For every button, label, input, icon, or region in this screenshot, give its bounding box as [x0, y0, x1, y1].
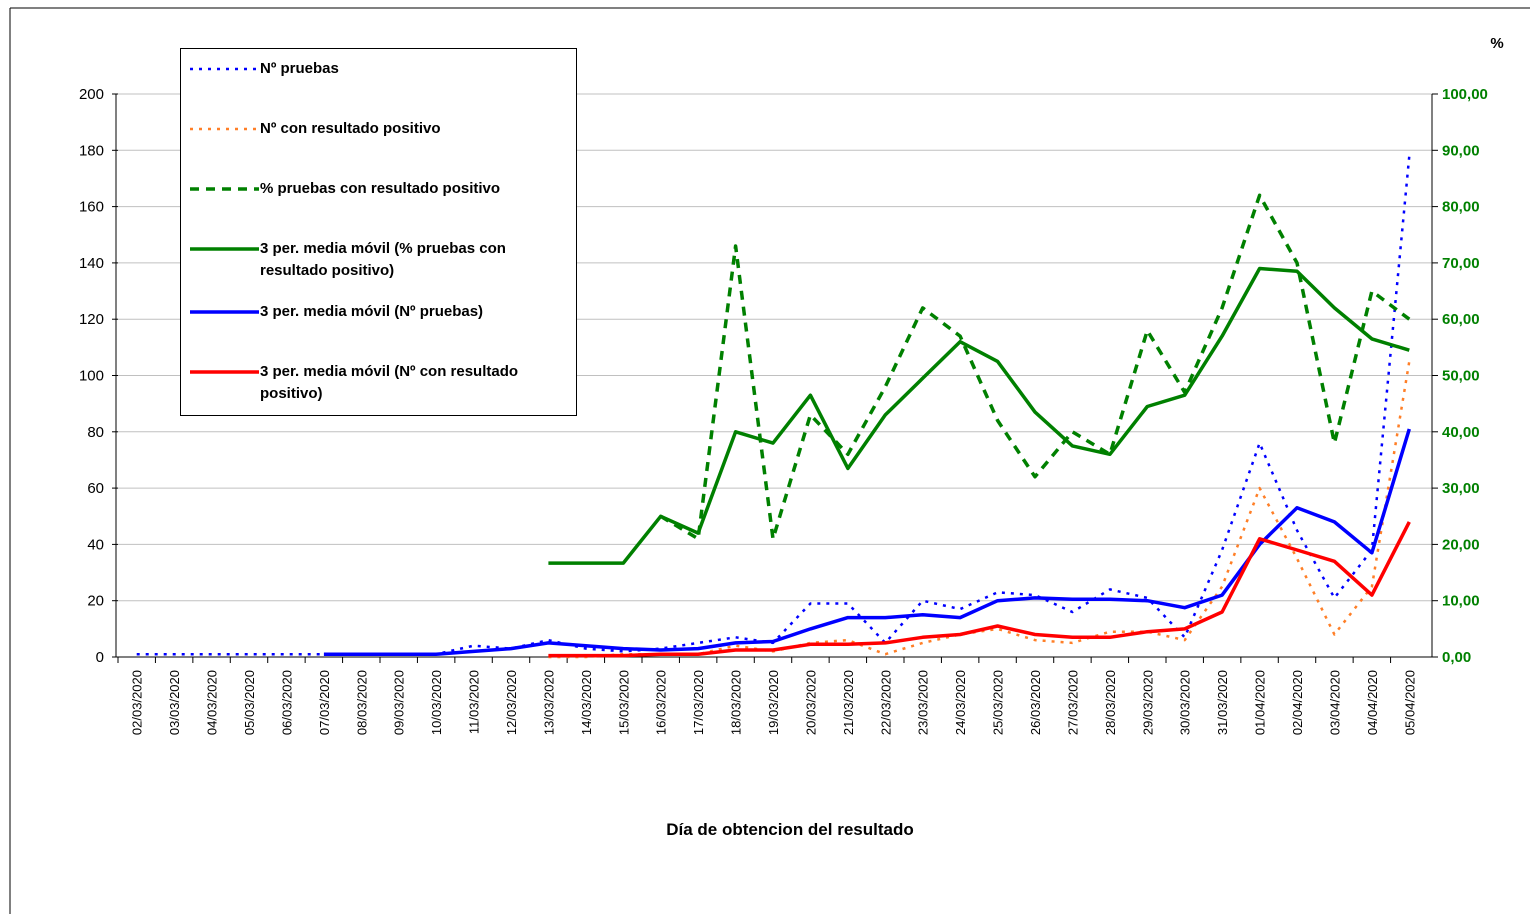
- legend-label: 3 per. media móvil (Nº pruebas): [260, 303, 484, 320]
- y-tick-label: 0: [96, 649, 104, 666]
- x-tick-label: 07/03/2020: [317, 670, 332, 735]
- y-tick-label: 40: [87, 536, 104, 553]
- x-tick-label: 03/04/2020: [1327, 670, 1342, 735]
- legend-label: Nº con resultado positivo: [260, 120, 441, 137]
- y2-tick-label: 20,00: [1442, 536, 1480, 553]
- legend-swatch: [190, 310, 259, 314]
- x-tick-label: 13/03/2020: [541, 670, 556, 735]
- series-line: [659, 193, 1411, 541]
- x-tick-label: 05/03/2020: [242, 670, 257, 735]
- series-line: [548, 266, 1410, 565]
- x-tick-label: 22/03/2020: [878, 670, 893, 735]
- legend-swatch: [190, 187, 259, 191]
- x-tick-label: 08/03/2020: [354, 670, 369, 735]
- legend-label: Nº pruebas: [260, 60, 339, 77]
- x-tick-label: 03/03/2020: [167, 670, 182, 735]
- x-tick-label: 19/03/2020: [766, 670, 781, 735]
- x-tick-label: 04/03/2020: [205, 670, 220, 735]
- x-tick-label: 06/03/2020: [279, 670, 294, 735]
- x-tick-label: 10/03/2020: [429, 670, 444, 735]
- x-tick-label: 24/03/2020: [953, 670, 968, 735]
- x-tick-label: 05/04/2020: [1402, 670, 1417, 735]
- y-tick-label: 200: [79, 86, 104, 103]
- x-tick-label: 25/03/2020: [991, 670, 1006, 735]
- y2-tick-label: 60,00: [1442, 311, 1480, 328]
- y-tick-label: 140: [79, 255, 104, 272]
- legend-label: 3 per. media móvil (Nº con resultado pos…: [260, 363, 519, 402]
- y2-tick-label: 100,00: [1442, 86, 1488, 103]
- x-tick-label: 16/03/2020: [654, 670, 669, 735]
- x-tick-label: 29/03/2020: [1140, 670, 1155, 735]
- legend-label: % pruebas con resultado positivo: [260, 180, 501, 197]
- x-tick-label: 23/03/2020: [916, 670, 931, 735]
- x-axis-title: Día de obtencion del resultado: [666, 820, 913, 839]
- x-tick-label: 21/03/2020: [841, 670, 856, 735]
- y2-tick-label: 80,00: [1442, 199, 1480, 216]
- series-line: [548, 361, 1411, 659]
- y-tick-label: 100: [79, 368, 104, 385]
- y2-tick-label: 30,00: [1442, 480, 1480, 497]
- y2-tick-label: 10,00: [1442, 593, 1480, 610]
- legend-entry: Nº con resultado positivo: [181, 118, 576, 162]
- y2-tick-label: 70,00: [1442, 255, 1480, 272]
- x-tick-label: 26/03/2020: [1028, 670, 1043, 735]
- legend-entry: % pruebas con resultado positivo: [181, 178, 576, 222]
- legend-label: 3 per. media móvil (% pruebas con result…: [260, 240, 506, 279]
- x-tick-label: 02/03/2020: [130, 670, 145, 735]
- x-tick-label: 28/03/2020: [1103, 670, 1118, 735]
- x-tick-label: 12/03/2020: [504, 670, 519, 735]
- legend-swatch: [190, 67, 259, 71]
- y-tick-label: 160: [79, 199, 104, 216]
- x-tick-label: 09/03/2020: [392, 670, 407, 735]
- legend-swatch: [190, 247, 259, 251]
- x-tick-label: 02/04/2020: [1290, 670, 1305, 735]
- x-tick-label: 18/03/2020: [729, 670, 744, 735]
- legend-entry: 3 per. media móvil (% pruebas con result…: [181, 238, 576, 282]
- x-tick-label: 20/03/2020: [803, 670, 818, 735]
- legend-entry: 3 per. media móvil (Nº con resultado pos…: [181, 361, 576, 405]
- x-tick-label: 17/03/2020: [691, 670, 706, 735]
- y2-tick-label: 40,00: [1442, 424, 1480, 441]
- legend-entry: 3 per. media móvil (Nº pruebas): [181, 301, 576, 345]
- x-tick-label: 04/04/2020: [1365, 670, 1380, 735]
- y2-tick-label: 0,00: [1442, 649, 1471, 666]
- series-line: [323, 428, 1411, 656]
- y-tick-label: 20: [87, 593, 104, 610]
- x-tick-label: 27/03/2020: [1065, 670, 1080, 735]
- x-tick-label: 01/04/2020: [1253, 670, 1268, 735]
- y2-axis-title: %: [1490, 35, 1503, 52]
- y2-tick-label: 90,00: [1442, 142, 1480, 159]
- y-tick-label: 180: [79, 142, 104, 159]
- y-tick-label: 120: [79, 311, 104, 328]
- legend: Nº pruebas Nº con resultado positivo % pru…: [180, 48, 577, 416]
- x-tick-label: 30/03/2020: [1178, 670, 1193, 735]
- series-line: [548, 521, 1411, 658]
- x-tick-label: 15/03/2020: [616, 670, 631, 735]
- legend-entry: Nº pruebas: [181, 58, 576, 102]
- y-tick-label: 60: [87, 480, 104, 497]
- legend-swatch: [190, 127, 259, 131]
- x-tick-label: 11/03/2020: [467, 670, 482, 734]
- x-tick-label: 31/03/2020: [1215, 670, 1230, 735]
- x-tick-label: 14/03/2020: [579, 670, 594, 735]
- legend-swatch: [190, 370, 259, 374]
- y-tick-label: 80: [87, 424, 104, 441]
- y2-tick-label: 50,00: [1442, 368, 1480, 385]
